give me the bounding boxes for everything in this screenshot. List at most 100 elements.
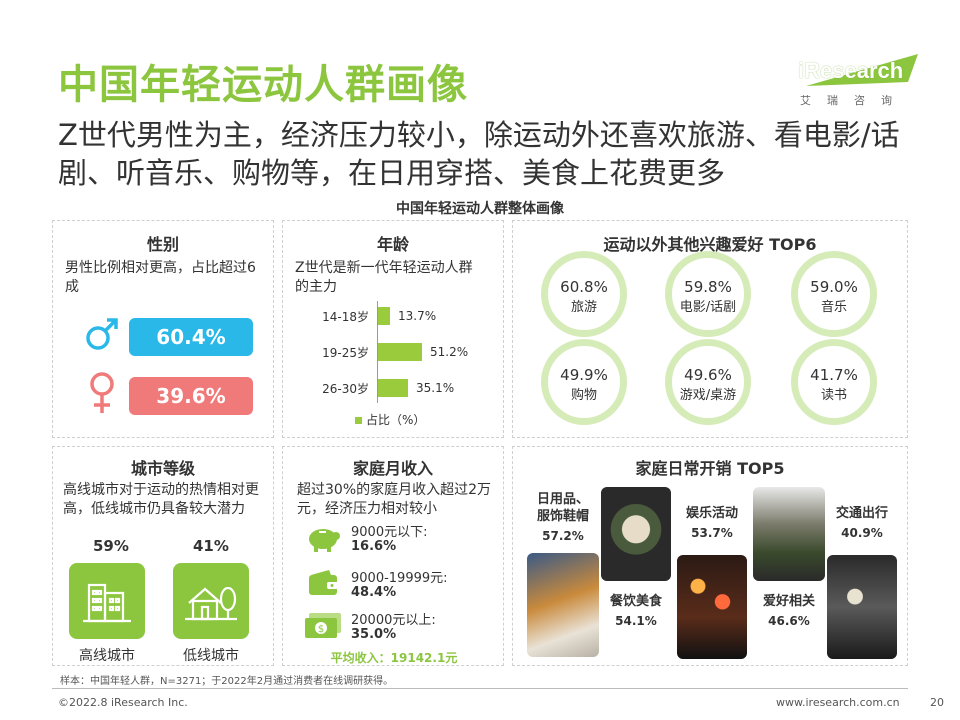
photo-entertainment <box>677 555 747 659</box>
hobby-circle: 41.7% 读书 <box>791 339 877 425</box>
low-city-label: 低线城市 <box>183 648 239 664</box>
income-average: 平均收入：19142.1元 <box>330 651 458 665</box>
hobbies-title: 运动以外其他兴趣爱好 TOP6 <box>603 235 817 254</box>
hobbies-panel: 运动以外其他兴趣爱好 TOP6 60.8% 旅游 59.8% 电影/话剧 59.0% 音乐… <box>512 220 908 438</box>
spending-item: 交通出行 40.9% <box>827 505 897 540</box>
building-icon <box>83 583 131 623</box>
hobby-circle: 49.6% 游戏/桌游 <box>665 339 751 425</box>
photo-food <box>601 487 671 581</box>
spending-label: 日用品、 <box>536 492 589 507</box>
wallet-icon <box>307 569 341 601</box>
age-value-label: 35.1% <box>416 381 455 395</box>
spending-value: 54.1% <box>615 614 657 628</box>
hobby-circle: 60.8% 旅游 <box>541 251 627 337</box>
city-desc: 高线城市对于运动的热情相对更高，低线城市仍具备较大潜力 <box>63 482 259 517</box>
income-desc: 超过30%的家庭月收入超过2万元，经济压力相对较小 <box>297 482 492 517</box>
legend-label: 占比（%） <box>366 413 426 427</box>
hobby-value: 60.8% <box>560 278 608 296</box>
logo-cn: 艾瑞咨询 <box>800 94 908 107</box>
hobby-circle: 59.8% 电影/话剧 <box>665 251 751 337</box>
spending-label: 餐饮美食 <box>609 594 662 609</box>
age-value-label: 51.2% <box>430 345 469 359</box>
age-chart: 14-18岁 13.7% 19-25岁 51.2% 26-30岁 35.1% <box>283 301 505 411</box>
cash-icon: $ <box>303 611 343 645</box>
spending-value: 57.2% <box>542 529 584 543</box>
city-title: 城市等级 <box>130 459 195 478</box>
age-tick-label: 26-30岁 <box>322 382 369 396</box>
gender-desc: 男性比例相对更高，占比超过6成 <box>65 260 256 295</box>
income-range-value: 35.0% <box>351 627 397 642</box>
high-city-label: 高线城市 <box>79 648 135 664</box>
hobby-value: 49.9% <box>560 366 608 384</box>
legend-swatch <box>355 417 362 424</box>
age-desc: Z世代是新一代年轻运动人群的主力 <box>295 260 473 295</box>
page-number: 20 <box>930 696 944 709</box>
spending-label-line2: 服饰鞋帽 <box>536 509 589 524</box>
hobby-label: 旅游 <box>570 300 597 315</box>
high-city-value: 59% <box>93 537 129 555</box>
spending-item: 日用品、服饰鞋帽 57.2% <box>527 491 599 543</box>
age-bar <box>378 379 408 397</box>
photo-daily-goods <box>527 553 599 657</box>
income-panel: 家庭月收入 超过30%的家庭月收入超过2万元，经济压力相对较小 $ 9000元以… <box>282 446 504 666</box>
svg-text:$: $ <box>318 624 324 635</box>
spending-panel: 家庭日常开销 TOP5 日用品、服饰鞋帽 57.2% 餐饮美食 54.1% 娱乐活动 53… <box>512 446 908 666</box>
logo-swoosh-icon <box>806 54 918 86</box>
footer-copyright: ©2022.8 iResearch Inc. <box>58 696 188 709</box>
age-bar <box>378 343 422 361</box>
income-range-value: 48.4% <box>351 585 397 600</box>
hobby-label: 购物 <box>570 388 597 403</box>
age-bar <box>378 307 390 325</box>
high-city-box <box>69 563 145 639</box>
logo: iResearch 艾瑞咨询 <box>796 52 920 110</box>
male-value-pill: 60.4% <box>129 318 253 356</box>
hobby-circle: 49.9% 购物 <box>541 339 627 425</box>
spending-value: 46.6% <box>768 614 810 628</box>
hobby-label: 音乐 <box>820 300 847 315</box>
age-tick-label: 14-18岁 <box>322 310 369 324</box>
spending-value: 53.7% <box>691 526 733 540</box>
gender-title: 性别 <box>146 235 179 254</box>
spending-label: 娱乐活动 <box>685 506 738 521</box>
house-icon <box>185 586 237 621</box>
hobby-value: 41.7% <box>810 366 858 384</box>
income-range-label: 9000元以下: <box>351 525 428 540</box>
hobby-value: 59.0% <box>810 278 858 296</box>
city-panel: 城市等级 高线城市对于运动的热情相对更高，低线城市仍具备较大潜力 59% 41%… <box>52 446 274 666</box>
income-title: 家庭月收入 <box>352 459 433 478</box>
spending-label: 爱好相关 <box>762 594 815 609</box>
female-value-pill: 39.6% <box>129 377 253 415</box>
hobby-value: 59.8% <box>684 278 732 296</box>
gender-panel: 性别 男性比例相对更高，占比超过6成 60.4% 39.6% <box>52 220 274 438</box>
photo-transport <box>827 555 897 659</box>
age-legend: 占比（%） <box>355 411 425 428</box>
low-city-box <box>173 563 249 639</box>
spending-label: 交通出行 <box>835 506 888 521</box>
spending-item: 娱乐活动 53.7% <box>677 505 747 540</box>
page-title: 中国年轻运动人群画像 <box>58 62 468 108</box>
age-panel: 年龄 Z世代是新一代年轻运动人群的主力 14-18岁 13.7% 19-25岁 51.… <box>282 220 504 438</box>
spending-item: 爱好相关 46.6% <box>753 593 825 628</box>
income-range-label: 20000元以上: <box>351 613 436 628</box>
male-icon <box>85 317 119 351</box>
spending-item: 餐饮美食 54.1% <box>601 593 671 628</box>
hobby-label: 电影/话剧 <box>679 300 737 315</box>
photo-hobby <box>753 487 825 581</box>
hobby-value: 49.6% <box>684 366 732 384</box>
female-icon <box>85 371 119 415</box>
hobby-label: 读书 <box>820 388 847 403</box>
piggy-bank-icon <box>303 523 343 557</box>
footer-divider <box>52 688 908 689</box>
hobby-circle: 59.0% 音乐 <box>791 251 877 337</box>
income-range-value: 16.6% <box>351 539 397 554</box>
age-tick-label: 19-25岁 <box>322 346 369 360</box>
footer-note: 样本：中国年轻人群，N=3271；于2022年2月通过消费者在线调研获得。 <box>60 676 394 687</box>
footer-website: www.iresearch.com.cn <box>776 696 900 709</box>
age-title: 年龄 <box>376 235 409 254</box>
income-range-label: 9000-19999元: <box>351 571 448 586</box>
logo-wordmark: iResearch <box>798 58 904 83</box>
hobby-label: 游戏/桌游 <box>679 388 737 403</box>
spending-value: 40.9% <box>841 526 883 540</box>
section-title: 中国年轻运动人群整体画像 <box>396 201 564 217</box>
spending-title: 家庭日常开销 TOP5 <box>635 459 785 478</box>
